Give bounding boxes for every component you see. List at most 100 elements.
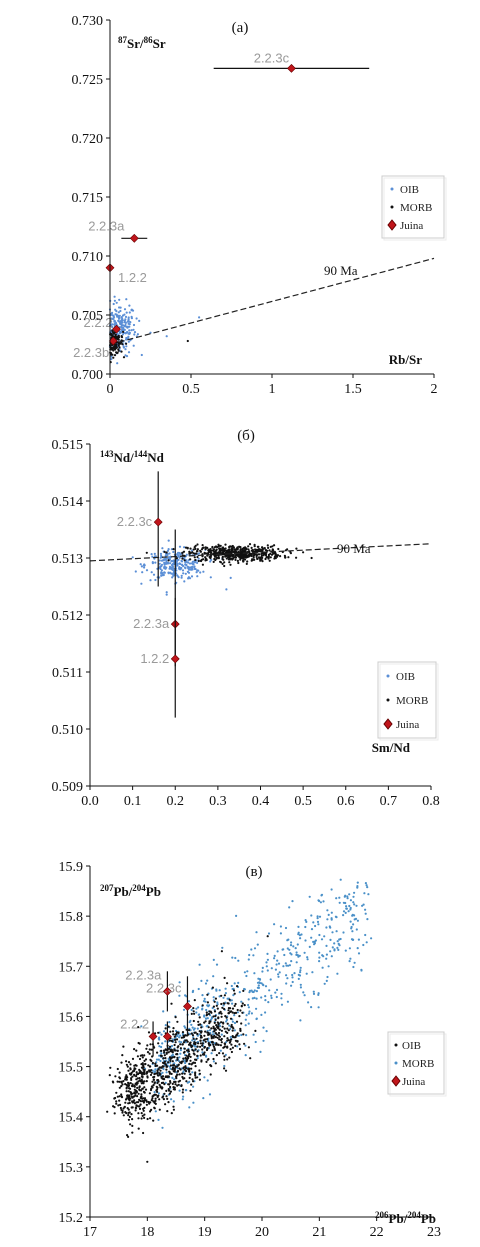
data-point-oib xyxy=(160,569,163,572)
series-morb xyxy=(106,935,269,1163)
data-point-morb xyxy=(203,1051,206,1054)
data-point-oib xyxy=(265,961,268,964)
data-point-oib xyxy=(269,978,272,981)
data-point-oib xyxy=(152,573,156,576)
data-point-morb xyxy=(120,336,124,339)
data-point-morb xyxy=(169,1090,172,1093)
data-point-morb xyxy=(144,1058,148,1061)
data-point-oib xyxy=(161,547,164,550)
data-point-morb xyxy=(159,1069,162,1072)
data-point-oib xyxy=(197,987,200,991)
data-point-morb xyxy=(235,1020,239,1023)
data-point-morb xyxy=(201,1042,204,1045)
data-point-morb xyxy=(166,1097,169,1100)
data-point-oib xyxy=(277,975,280,978)
data-point-oib xyxy=(342,901,345,904)
point-label-2-2-3c: 2.2.3c xyxy=(117,514,153,529)
data-point-morb xyxy=(242,557,245,560)
data-point-oib xyxy=(254,1040,257,1044)
data-point-morb xyxy=(111,1080,114,1083)
data-point-morb xyxy=(214,1014,217,1018)
data-point-morb xyxy=(242,989,245,992)
data-point-morb xyxy=(169,1081,172,1084)
data-point-oib xyxy=(195,571,198,574)
data-point-morb xyxy=(115,1102,118,1105)
data-point-oib xyxy=(238,991,241,994)
data-point-morb xyxy=(223,994,226,997)
data-point-oib xyxy=(245,1034,248,1037)
data-point-oib xyxy=(154,561,157,564)
data-point-oib xyxy=(165,1071,168,1074)
data-point-morb xyxy=(199,1036,202,1039)
data-point-morb xyxy=(231,1026,234,1029)
data-point-oib xyxy=(330,955,333,958)
data-point-oib xyxy=(345,905,348,908)
data-point-morb xyxy=(136,1077,139,1080)
data-point-oib xyxy=(353,903,356,906)
data-point-morb xyxy=(118,1076,121,1079)
data-point-oib xyxy=(299,971,302,974)
data-point-oib xyxy=(357,952,361,955)
data-point-oib xyxy=(117,317,121,320)
data-point-oib xyxy=(306,958,309,961)
juina-point xyxy=(148,1032,158,1041)
data-point-morb xyxy=(254,1029,257,1032)
data-point-morb xyxy=(156,1072,159,1075)
data-point-oib xyxy=(124,348,127,351)
data-point-oib xyxy=(326,909,329,912)
data-point-morb xyxy=(234,1039,237,1042)
data-point-oib xyxy=(154,578,157,582)
data-point-oib xyxy=(165,335,168,338)
data-point-morb xyxy=(204,559,207,562)
data-point-oib xyxy=(244,1044,247,1047)
chart-panel-b: 90 Ma 2.2.3c 2.2.3a 1.2.2 0.509 0.510 0.511 0… xyxy=(52,428,440,809)
juina-point xyxy=(287,63,296,73)
data-point-oib xyxy=(306,956,309,959)
data-point-morb xyxy=(129,1082,132,1085)
data-point-morb xyxy=(174,1083,177,1086)
data-point-morb xyxy=(126,1094,129,1097)
data-point-morb xyxy=(161,1086,164,1089)
data-point-morb xyxy=(142,1071,145,1074)
data-point-morb xyxy=(243,1042,246,1045)
data-point-oib xyxy=(299,937,302,940)
data-point-oib xyxy=(178,1056,181,1059)
data-point-oib xyxy=(178,1040,181,1043)
data-point-morb xyxy=(220,1012,223,1015)
data-point-morb xyxy=(179,1047,182,1050)
data-point-morb xyxy=(202,558,205,561)
data-point-oib xyxy=(171,1053,174,1056)
data-point-oib xyxy=(366,918,369,921)
data-point-morb xyxy=(164,1075,168,1078)
data-point-oib xyxy=(274,968,277,971)
data-point-morb xyxy=(194,1043,197,1046)
data-point-oib xyxy=(331,931,334,934)
data-point-oib xyxy=(310,928,314,931)
data-point-oib xyxy=(236,1045,239,1048)
data-point-oib xyxy=(262,984,265,987)
data-point-oib xyxy=(158,1045,161,1048)
data-point-oib xyxy=(260,1013,263,1016)
data-point-oib xyxy=(318,951,321,954)
data-point-oib xyxy=(229,1035,232,1039)
data-point-morb xyxy=(215,1004,218,1007)
data-point-morb xyxy=(188,1067,191,1070)
data-point-morb xyxy=(211,1049,214,1052)
data-point-oib xyxy=(251,997,254,1000)
data-point-morb xyxy=(229,1017,233,1020)
data-point-oib xyxy=(121,333,124,336)
data-point-morb xyxy=(169,1085,172,1089)
data-point-oib xyxy=(184,561,187,564)
data-point-morb xyxy=(229,1038,233,1041)
data-point-morb xyxy=(223,564,226,568)
data-point-morb xyxy=(115,351,119,355)
data-point-oib xyxy=(275,963,278,966)
data-point-morb xyxy=(112,332,115,335)
data-point-morb xyxy=(258,556,261,559)
data-point-morb xyxy=(172,1088,175,1091)
data-point-oib xyxy=(181,1098,184,1101)
data-point-oib xyxy=(284,926,288,930)
data-point-oib xyxy=(169,1067,172,1070)
data-point-morb xyxy=(219,550,222,553)
data-point-oib xyxy=(160,572,163,575)
